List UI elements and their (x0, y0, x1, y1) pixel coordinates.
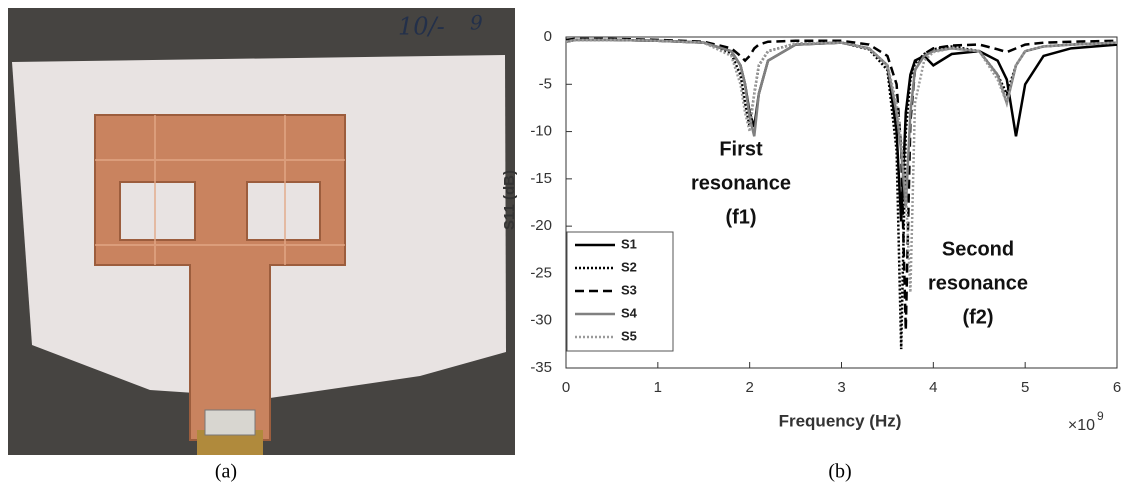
y-tick-label: -30 (530, 312, 552, 329)
x-tick-label: 4 (929, 379, 937, 396)
x-multiplier-exponent: 9 (1097, 409, 1104, 423)
x-tick-label: 6 (1113, 379, 1121, 396)
series-line (565, 37, 1118, 331)
x-tick-label: 5 (1021, 379, 1029, 396)
caption: (a) (215, 461, 237, 483)
legend-label: S3 (621, 282, 637, 297)
legend-box (566, 231, 674, 352)
y-tick-label: -10 (530, 123, 552, 140)
copper-tape-seams (95, 115, 345, 265)
x-tick-label: 0 (562, 379, 570, 396)
annotation: resonance (691, 172, 791, 194)
annotation: First (719, 138, 763, 160)
photo: 10/- 9 (8, 8, 515, 455)
connector-nut (204, 409, 256, 436)
x-tick-label: 1 (654, 379, 662, 396)
annotation: resonance (928, 272, 1028, 294)
annotation: Second (942, 238, 1014, 260)
caption: (b) (828, 461, 851, 483)
series-line (565, 38, 1118, 293)
y-tick-label: -25 (530, 264, 552, 281)
y-tick-label: -20 (530, 217, 552, 234)
x-axis-label: Frequency (Hz) (779, 411, 902, 430)
x-multiplier: ×10 (1068, 417, 1095, 434)
legend-label: S4 (621, 305, 638, 320)
copper-patch (94, 114, 346, 441)
y-tick-label: 0 (544, 28, 552, 45)
handwriting: 9 (470, 11, 483, 35)
series-line (565, 38, 1118, 350)
x-tick-label: 3 (837, 379, 845, 396)
y-tick-label: -15 (530, 170, 552, 187)
y-axis-label: S11 (dB) (501, 170, 518, 230)
annotation: (f2) (962, 306, 993, 328)
handwriting: 10/- (398, 13, 445, 41)
y-tick-label: -5 (539, 75, 552, 92)
annotation: (f1) (725, 206, 756, 228)
y-tick-label: -35 (530, 359, 552, 376)
legend-label: S1 (621, 236, 637, 251)
x-tick-label: 2 (745, 379, 753, 396)
legend-label: S2 (621, 259, 637, 274)
legend-label: S5 (621, 328, 637, 343)
